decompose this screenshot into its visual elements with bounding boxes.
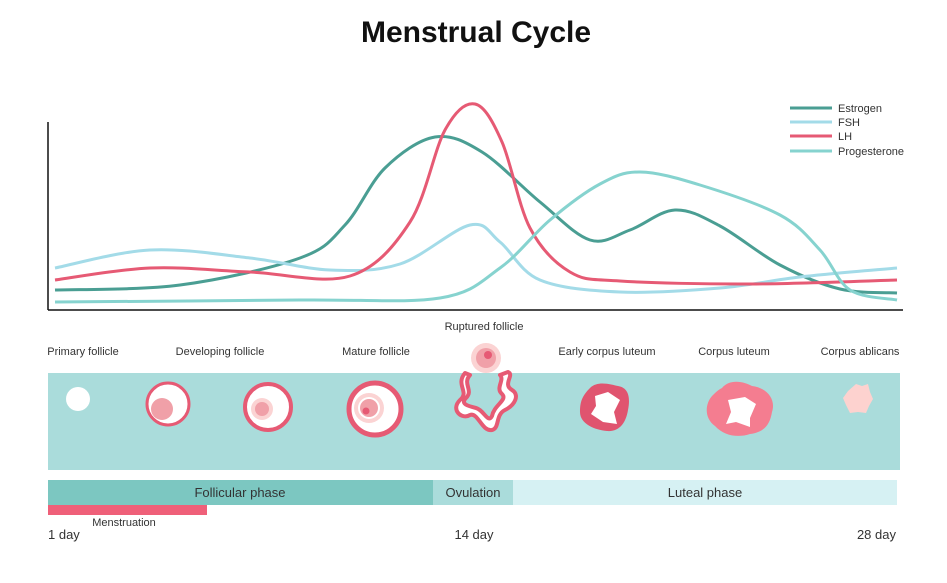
follicle-illustrations bbox=[66, 343, 873, 438]
stage-label-primary: Primary follicle bbox=[47, 346, 119, 358]
stage-label-ruptured: Ruptured follicle bbox=[445, 321, 524, 333]
luteal-phase-label: Luteal phase bbox=[668, 485, 742, 500]
ovulation-phase-label: Ovulation bbox=[446, 485, 501, 500]
mature-follicle-icon bbox=[346, 380, 404, 438]
diagram-title: Menstrual Cycle bbox=[361, 16, 591, 49]
stage-label-ablicans: Corpus ablicans bbox=[821, 346, 900, 358]
luteal-phase-bar bbox=[513, 480, 897, 505]
curve-progesterone bbox=[54, 170, 898, 304]
legend-label-estrogen: Estrogen bbox=[838, 103, 882, 115]
corpus-luteum-icon bbox=[706, 381, 774, 436]
hormone-curves bbox=[54, 102, 898, 304]
primary-follicle-icon bbox=[66, 387, 90, 411]
stage-label-corpus: Corpus luteum bbox=[698, 346, 770, 358]
developing-follicle-2-icon bbox=[243, 382, 293, 432]
ovulation-phase-bar bbox=[433, 480, 513, 505]
early-corpus-luteum-icon bbox=[580, 383, 629, 432]
curve-fsh bbox=[54, 222, 898, 294]
follicular-phase-bar bbox=[48, 480, 433, 505]
stage-label-mature: Mature follicle bbox=[342, 346, 410, 358]
day-label-start: 1 day bbox=[48, 527, 80, 542]
legend-label-lh: LH bbox=[838, 131, 852, 143]
legend-label-fsh: FSH bbox=[838, 117, 860, 129]
ruptured-follicle-icon bbox=[454, 343, 518, 433]
corpus-ablicans-icon bbox=[843, 384, 873, 413]
day-label-mid: 14 day bbox=[454, 527, 494, 542]
legend: Estrogen FSH LH Progesterone bbox=[790, 103, 904, 158]
day-label-end: 28 day bbox=[857, 527, 897, 542]
stage-label-early-corpus: Early corpus luteum bbox=[558, 346, 655, 358]
developing-follicle-1-icon bbox=[145, 381, 191, 427]
follicular-phase-label: Follicular phase bbox=[194, 485, 285, 500]
curve-lh bbox=[54, 102, 898, 286]
menstruation-bar bbox=[48, 505, 207, 515]
stage-label-developing: Developing follicle bbox=[176, 346, 265, 358]
curve-estrogen bbox=[54, 134, 898, 295]
menstruation-label: Menstruation bbox=[92, 517, 156, 529]
legend-label-progesterone: Progesterone bbox=[838, 146, 904, 158]
